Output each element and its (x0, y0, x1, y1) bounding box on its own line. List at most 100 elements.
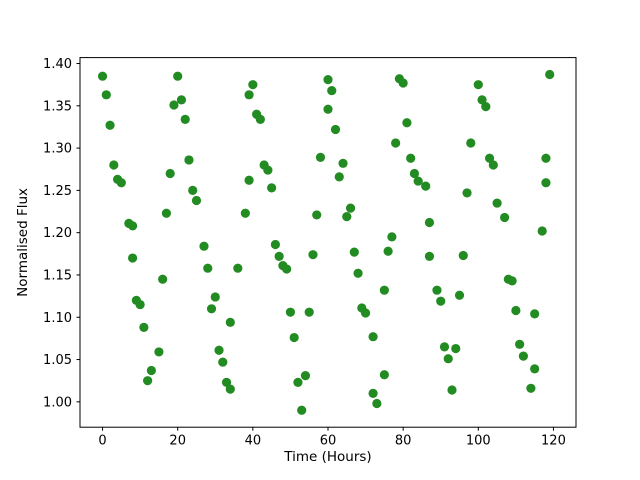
y-tick-label: 1.25 (43, 184, 72, 199)
data-point (274, 251, 284, 261)
data-point (312, 210, 322, 220)
data-point (244, 90, 254, 100)
data-point (409, 168, 420, 179)
data-point (432, 285, 442, 295)
data-point (105, 120, 115, 130)
data-point (109, 160, 119, 170)
data-point (308, 250, 318, 260)
data-point (180, 114, 190, 124)
data-point (206, 304, 217, 314)
data-point (518, 351, 528, 361)
data-point (169, 100, 179, 110)
data-point (270, 239, 280, 250)
data-point (154, 347, 164, 357)
data-point (323, 74, 333, 85)
data-point (451, 343, 461, 354)
data-point (537, 226, 547, 236)
data-point (368, 388, 378, 398)
x-tick-label: 0 (98, 434, 106, 449)
data-point (139, 322, 149, 332)
data-point (413, 176, 423, 186)
data-point (297, 405, 307, 415)
data-point (421, 181, 431, 191)
x-tick-label: 80 (395, 434, 412, 449)
data-point (158, 274, 168, 284)
x-tick-label: 60 (320, 434, 337, 449)
data-point (439, 342, 450, 352)
data-point (466, 138, 476, 148)
data-point (184, 155, 194, 165)
data-point (458, 250, 468, 261)
data-point (304, 307, 314, 317)
data-point (225, 384, 235, 394)
data-point (436, 296, 446, 306)
data-point (330, 124, 341, 135)
data-point (488, 160, 498, 170)
data-point (492, 198, 502, 208)
data-point (293, 377, 303, 387)
y-tick-label: 1.05 (43, 353, 72, 368)
data-point (526, 383, 536, 393)
data-point (342, 212, 352, 222)
y-tick-label: 1.40 (43, 57, 72, 72)
data-point (135, 299, 145, 310)
x-tick-label: 20 (169, 434, 186, 449)
y-tick-label: 1.10 (43, 311, 72, 326)
data-point (143, 376, 153, 386)
data-point (221, 377, 232, 387)
data-point (353, 268, 363, 278)
data-point (323, 104, 333, 114)
data-point (379, 370, 389, 380)
data-point (462, 188, 472, 198)
data-point (530, 364, 540, 374)
data-point (300, 371, 311, 381)
data-point (334, 172, 344, 182)
data-point (214, 345, 224, 355)
data-point (165, 168, 175, 179)
y-tick-label: 1.15 (43, 268, 72, 283)
data-point (447, 385, 457, 395)
data-point (128, 253, 138, 263)
data-point (263, 165, 273, 175)
data-point (176, 95, 187, 105)
data-point (484, 153, 495, 163)
data-point (383, 246, 393, 256)
data-point (477, 95, 487, 105)
data-point (360, 308, 371, 318)
data-point (406, 153, 416, 163)
data-point (424, 217, 435, 228)
data-point (402, 118, 412, 128)
data-point (282, 264, 292, 274)
x-tick-label: 120 (541, 434, 566, 449)
x-tick-label: 40 (245, 434, 262, 449)
x-axis-label: Time (Hours) (283, 449, 371, 465)
data-point (255, 114, 265, 124)
data-point (398, 78, 408, 88)
data-point (161, 208, 172, 218)
data-point (530, 309, 540, 319)
data-point (233, 263, 243, 273)
data-point (338, 158, 348, 168)
y-tick-label: 1.35 (43, 99, 72, 114)
y-tick-label: 1.00 (43, 395, 72, 410)
data-point (128, 221, 138, 231)
data-point (481, 102, 491, 112)
data-points (97, 69, 555, 415)
data-point (507, 276, 517, 286)
data-point (203, 263, 213, 273)
data-point (473, 80, 483, 90)
data-point (218, 357, 228, 367)
x-axis-ticks: 0 20 40 60 80 100 120 (98, 427, 566, 449)
data-point (541, 153, 551, 163)
data-point (146, 365, 156, 376)
y-axis-label: Normalised Flux (15, 188, 31, 297)
y-axis-ticks: 1.00 1.05 1.10 1.15 1.20 1.25 1.30 1.35 1.40 (43, 57, 80, 410)
data-point (368, 332, 378, 342)
data-point (327, 85, 337, 96)
data-point (116, 178, 126, 188)
data-point (372, 398, 382, 409)
data-point (443, 354, 453, 364)
data-point (248, 80, 258, 90)
